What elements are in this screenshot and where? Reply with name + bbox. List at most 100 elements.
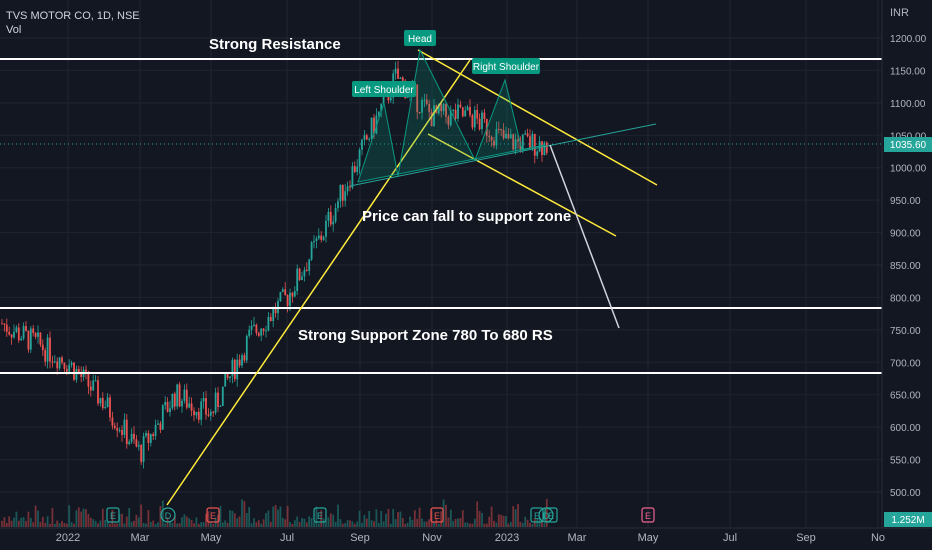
candle-body: [536, 151, 539, 156]
projection-line[interactable]: [549, 144, 620, 329]
left-shoulder-label[interactable]: Left Shoulder: [352, 81, 416, 97]
fall-annotation: Price can fall to support zone: [362, 208, 571, 225]
candle-body: [214, 392, 217, 413]
volume-bar: [3, 517, 6, 527]
candle-body: [97, 380, 99, 404]
candle-body: [425, 99, 428, 104]
volume-bar: [459, 518, 462, 527]
volume-bar: [145, 523, 147, 527]
candle-body: [517, 139, 519, 142]
volume-bar: [485, 523, 488, 527]
candle-body: [101, 397, 104, 408]
support-annotation: Strong Support Zone 780 To 680 RS: [298, 327, 553, 344]
volume-bar: [164, 523, 167, 527]
volume-bar: [473, 518, 476, 527]
volume-bar: [197, 523, 200, 527]
candle-body: [291, 292, 294, 297]
earnings-marker[interactable]: E: [641, 507, 655, 523]
uptrend-line[interactable]: [166, 59, 471, 506]
candle-body: [104, 406, 107, 408]
dividend-marker[interactable]: D: [160, 507, 176, 523]
volume-bar: [27, 511, 30, 527]
candle-body: [130, 433, 133, 442]
head-shoulders-pattern[interactable]: [357, 48, 546, 183]
volume-bar: [37, 510, 39, 527]
candle-body: [116, 427, 119, 431]
earnings-marker[interactable]: E: [544, 507, 558, 523]
volume-bar: [377, 523, 380, 527]
earnings-marker[interactable]: E: [106, 507, 120, 523]
volume-bar: [464, 522, 467, 527]
earnings-marker[interactable]: E: [430, 507, 444, 523]
candle-body: [361, 139, 363, 150]
volume-bar: [481, 513, 483, 527]
upper-channel-line[interactable]: [417, 49, 658, 186]
volume-bar: [236, 518, 239, 527]
earnings-marker[interactable]: E: [530, 507, 544, 523]
candle-body: [73, 362, 75, 380]
event-marker-label: E: [210, 511, 216, 521]
candle-body: [397, 68, 399, 79]
volume-bar: [365, 518, 368, 527]
price-axis[interactable]: 1200.00 1150.00 1100.00 1050.00 1000.00 950.0…: [890, 34, 927, 499]
volume-bar: [113, 523, 116, 527]
right-shoulder-label[interactable]: Right Shoulder: [472, 58, 540, 74]
candle-body: [457, 104, 459, 119]
volume-bar: [317, 523, 320, 527]
candle-body: [260, 328, 263, 336]
volume-bar: [123, 523, 126, 527]
volume-bar: [49, 523, 51, 527]
time-axis[interactable]: 2022 Mar May Jul Sep Nov 2023 Mar May Jul Sep No: [56, 532, 885, 544]
candle-body: [250, 325, 253, 330]
candle-body: [190, 403, 193, 411]
neckline[interactable]: [349, 123, 657, 187]
candle-body: [389, 97, 392, 101]
candle-body: [61, 357, 63, 363]
candle-body: [454, 109, 457, 119]
volume-bar: [70, 522, 73, 527]
volume-bar: [358, 510, 361, 527]
candle-body: [255, 324, 258, 333]
price-tick-label: 750.00: [890, 326, 921, 337]
candle-body: [529, 136, 531, 149]
volume-bar: [140, 504, 143, 527]
candle-body: [109, 397, 111, 418]
lower-channel-line[interactable]: [427, 133, 617, 237]
volume-bar: [17, 520, 20, 527]
candle-body: [166, 402, 169, 412]
candle-body: [533, 134, 536, 156]
volume-bar: [536, 518, 539, 527]
candle-body: [159, 423, 162, 430]
candle-body: [521, 134, 524, 151]
candle-body: [161, 405, 164, 430]
head-label[interactable]: Head: [404, 30, 436, 46]
candle-body: [183, 389, 186, 401]
event-marker-label: E: [317, 511, 323, 521]
candle-body: [377, 111, 380, 116]
volume-bar: [87, 513, 90, 527]
volume-bar: [1, 520, 3, 527]
candle-body: [212, 411, 215, 413]
volume-badge: 1.252M: [884, 512, 932, 527]
candle-body: [262, 328, 265, 331]
volume-value: 1.252M: [891, 515, 924, 526]
candle-body: [20, 338, 23, 341]
candle-body: [281, 289, 284, 292]
volume-bar: [476, 501, 479, 527]
volume-bar: [176, 523, 179, 527]
time-tick-label: May: [638, 532, 659, 544]
event-markers[interactable]: E D E E E E DE E: [106, 507, 655, 523]
candle-body: [469, 106, 471, 116]
volume-bar: [341, 523, 344, 527]
volume-bar: [207, 511, 210, 527]
volume-bar: [34, 505, 37, 527]
earnings-marker[interactable]: E: [313, 507, 327, 523]
head-label-text: Head: [408, 34, 432, 45]
volume-bar: [205, 513, 207, 527]
candle-body: [181, 400, 183, 407]
volume-bar: [202, 522, 205, 527]
volume-bar: [531, 523, 534, 527]
earnings-marker[interactable]: E: [206, 507, 220, 523]
volume-bar: [449, 509, 452, 527]
